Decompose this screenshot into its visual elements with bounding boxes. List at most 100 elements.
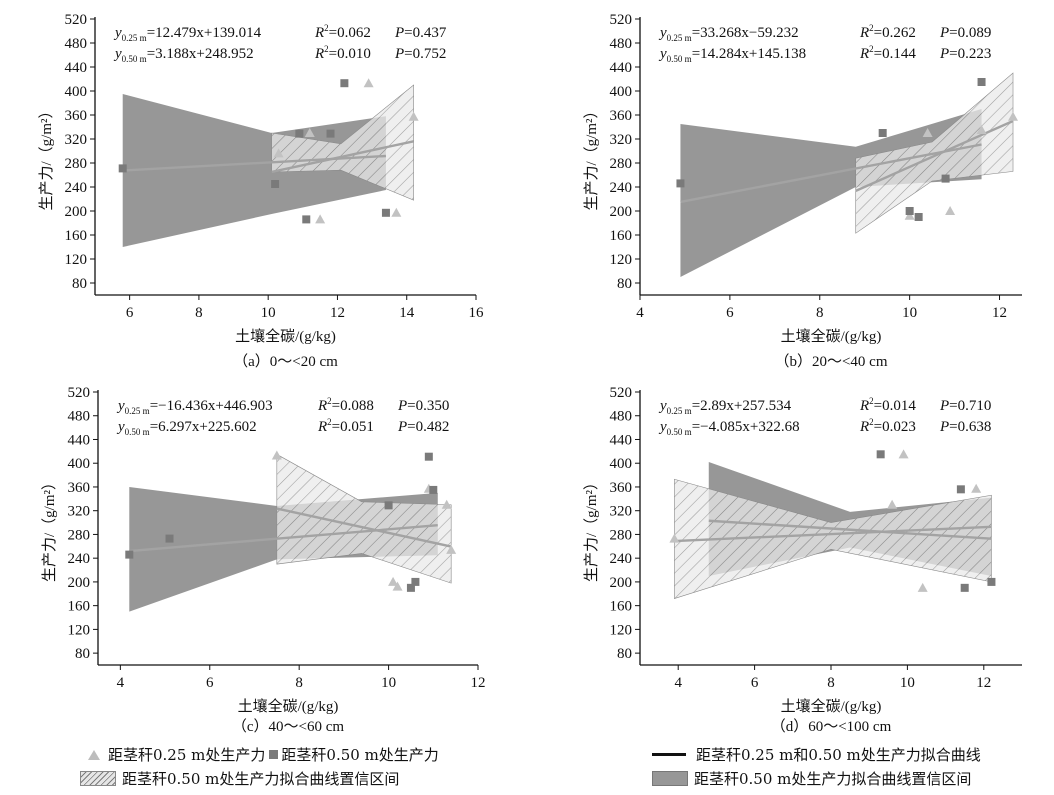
x-tick-label: 14 — [399, 305, 415, 321]
point-0.50m — [676, 179, 685, 188]
point-0.25m — [315, 214, 326, 224]
y-tick-label: 80 — [617, 646, 632, 662]
x-tick-label: 16 — [469, 305, 485, 321]
y-tick-label: 480 — [610, 409, 633, 425]
x-tick-label: 12 — [992, 305, 1007, 321]
y-tick-label: 200 — [68, 575, 91, 591]
p-value: P=0.350 — [397, 398, 449, 414]
regression-equation: y0.25 m=12.479x+139.014 — [113, 25, 262, 43]
point-0.25m — [273, 148, 284, 158]
regression-equation: y0.50 m=3.188x+248.952 — [113, 46, 254, 64]
y-tick-label: 240 — [65, 180, 88, 196]
point-0.50m — [165, 534, 174, 543]
x-axis-title: 土壤全碳/(g/kg) — [781, 327, 882, 345]
y-tick-label: 320 — [68, 504, 91, 520]
chart-panel-1: 80 120 160 200 240 280 320 360 400 440 480 520 6 8 10 1… — [38, 12, 484, 370]
x-tick-label: 6 — [751, 675, 759, 691]
y-tick-label: 520 — [65, 12, 88, 28]
x-tick-label: 8 — [295, 675, 303, 691]
x-axis-title: 土壤全碳/(g/kg) — [238, 697, 339, 715]
y-tick-label: 200 — [65, 204, 88, 220]
point-0.50m — [326, 129, 335, 138]
y-axis-title: 生产力/（g/m²） — [583, 475, 600, 582]
fit-line-0.25m — [855, 119, 1014, 192]
y-tick-label: 320 — [610, 132, 633, 148]
y-tick-label: 80 — [617, 276, 632, 292]
x-tick-label: 10 — [381, 675, 396, 691]
y-tick-label: 400 — [610, 84, 633, 100]
y-tick-label: 200 — [610, 575, 633, 591]
y-tick-label: 320 — [610, 504, 633, 520]
point-0.50m — [411, 577, 420, 586]
regression-equation: y0.50 m=14.284x+145.138 — [658, 46, 806, 64]
point-0.50m — [956, 485, 965, 494]
y-tick-label: 80 — [75, 646, 90, 662]
point-0.50m — [406, 583, 415, 592]
point-0.25m — [976, 125, 987, 134]
point-0.50m — [118, 164, 127, 173]
y-tick-label: 120 — [65, 252, 88, 268]
y-tick-label: 520 — [610, 385, 633, 401]
point-0.25m — [392, 581, 403, 591]
y-tick-label: 240 — [610, 551, 633, 567]
p-value: P=0.089 — [939, 25, 991, 41]
chart-panel-2: 80 120 160 200 240 280 320 360 400 440 480 520 4 6 8 10… — [583, 12, 1022, 370]
point-0.50m — [271, 180, 280, 188]
point-0.50m — [384, 501, 393, 510]
y-tick-label: 440 — [68, 432, 91, 448]
r-squared: R2=0.088 — [317, 396, 374, 414]
x-tick-label: 12 — [330, 305, 345, 321]
x-tick-label: 8 — [816, 305, 824, 321]
point-0.25m — [304, 128, 315, 137]
p-value: P=0.752 — [394, 46, 446, 62]
panel-caption: （b）20～<40 cm — [774, 353, 887, 370]
y-tick-label: 400 — [65, 84, 88, 100]
regression-equation: y0.25 m=33.268x−59.232 — [658, 25, 799, 43]
x-tick-label: 10 — [902, 305, 917, 321]
point-0.50m — [125, 550, 134, 559]
point-0.25m — [904, 210, 915, 220]
point-0.25m — [917, 582, 928, 592]
p-value: P=0.482 — [397, 419, 449, 435]
y-tick-label: 360 — [610, 108, 633, 124]
x-tick-label: 4 — [636, 305, 644, 321]
x-tick-label: 6 — [206, 675, 214, 691]
x-tick-label: 6 — [126, 305, 134, 321]
fit-line-0.50m — [680, 143, 982, 204]
y-tick-label: 360 — [610, 480, 633, 496]
y-tick-label: 80 — [72, 276, 87, 292]
y-tick-label: 400 — [68, 456, 91, 472]
r-squared: R2=0.014 — [859, 396, 916, 414]
r-squared: R2=0.262 — [859, 23, 916, 41]
y-tick-label: 360 — [65, 108, 88, 124]
y-tick-label: 240 — [610, 180, 633, 196]
y-tick-label: 480 — [68, 409, 91, 425]
y-tick-label: 120 — [68, 622, 91, 638]
point-0.50m — [960, 583, 969, 592]
panel-caption: （c）40～<60 cm — [232, 718, 345, 735]
point-0.50m — [987, 577, 996, 586]
point-0.25m — [887, 499, 898, 509]
r-squared: R2=0.144 — [859, 44, 916, 62]
point-0.25m — [388, 576, 399, 586]
y-tick-label: 160 — [68, 599, 91, 615]
regression-equation: y0.50 m=6.297x+225.602 — [116, 419, 257, 437]
point-0.50m — [977, 78, 986, 86]
panel-caption: （a）0～<20 cm — [233, 353, 338, 370]
point-0.25m — [898, 449, 909, 459]
y-axis-title: 生产力/（g/m²） — [41, 475, 58, 582]
y-tick-label: 480 — [65, 36, 88, 52]
p-value: P=0.223 — [939, 46, 991, 62]
y-tick-label: 520 — [68, 385, 91, 401]
regression-equation: y0.25 m=2.89x+257.534 — [658, 398, 792, 416]
point-0.25m — [922, 128, 933, 137]
y-tick-label: 120 — [610, 252, 633, 268]
point-0.25m — [669, 533, 680, 543]
x-tick-label: 8 — [195, 305, 203, 321]
x-tick-label: 4 — [674, 675, 682, 691]
point-0.50m — [941, 174, 950, 183]
y-tick-label: 400 — [610, 456, 633, 472]
y-tick-label: 120 — [610, 622, 633, 638]
y-tick-label: 280 — [610, 156, 633, 172]
fit-line-0.25m — [276, 507, 452, 548]
